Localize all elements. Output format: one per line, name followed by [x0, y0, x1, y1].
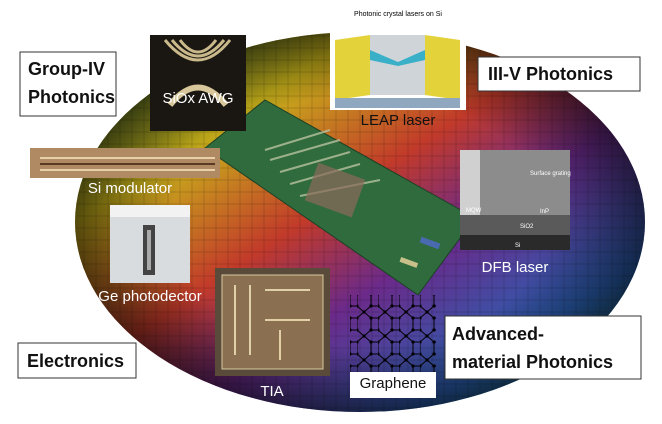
dfb-laser-inset: Surface grating MQW InP SiO2 Si DFB lase…	[460, 150, 571, 276]
inset-label: Si modulator	[88, 180, 172, 197]
box-text: Advanced-	[452, 324, 544, 344]
box-text: Group-IV	[28, 59, 105, 79]
inset-label: Ge photodector	[98, 288, 201, 305]
inset-label: SiOx AWG	[162, 90, 233, 107]
inset-annotation: SiO2	[520, 224, 534, 230]
siox-awg-inset: SiOx AWG	[150, 35, 246, 131]
inset-label: TIA	[260, 383, 283, 400]
box-text: III-V Photonics	[488, 64, 613, 84]
graphene-inset: Graphene	[350, 295, 436, 398]
inset-annotation: Surface grating	[530, 171, 571, 177]
inset-label: DFB laser	[482, 259, 549, 276]
box-text: material Photonics	[452, 352, 613, 372]
box-text: Photonics	[28, 87, 115, 107]
inset-label: LEAP laser	[361, 112, 436, 129]
inset-annotation: Si	[515, 243, 520, 249]
box-text: Electronics	[27, 351, 124, 371]
group-iv-box: Group-IV Photonics	[19, 51, 117, 117]
advanced-box: Advanced- material Photonics	[444, 315, 642, 380]
inset-annotation: InP	[540, 209, 549, 215]
photonic-chip	[204, 99, 476, 296]
inset-annotation: MQW	[466, 208, 482, 214]
iii-v-box: III-V Photonics	[477, 56, 641, 92]
inset-label: Graphene	[360, 375, 427, 392]
si-modulator-inset: Si modulator	[30, 148, 220, 197]
leap-laser-inset: Photonic crystal lasers on Si LEAP laser	[330, 11, 466, 129]
ge-photodetector-inset: Ge photodector	[98, 205, 202, 305]
tia-inset: TIA	[215, 268, 330, 400]
inset-caption: Photonic crystal lasers on Si	[354, 11, 442, 18]
electronics-box: Electronics	[17, 342, 137, 379]
